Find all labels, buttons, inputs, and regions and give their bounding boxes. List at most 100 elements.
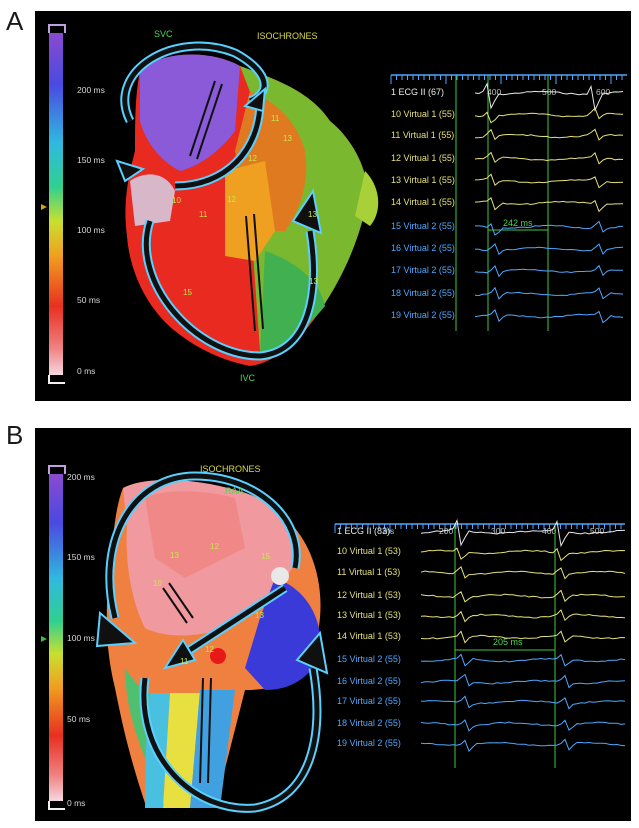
channel-label: 12 Virtual 1 (53) [337, 590, 401, 600]
channel-label: 17 Virtual 2 (55) [337, 696, 401, 706]
site-label: 10 [153, 579, 162, 588]
egm-trace [474, 243, 624, 256]
channel-label: 13 Virtual 1 (55) [391, 175, 455, 185]
color-scale-bar [49, 33, 63, 375]
egm-trace [420, 673, 626, 689]
egm-trace [474, 107, 624, 124]
egm-trace [420, 695, 626, 710]
ivc-label: IVC [240, 373, 256, 383]
isochrones-title: ISOCHRONES [200, 464, 261, 474]
scale-label-50: 50 ms [77, 295, 100, 305]
egm-trace [474, 286, 624, 300]
axis-tick-400: 400 [487, 87, 501, 97]
site-label: 12 [210, 542, 219, 551]
egm-trace [474, 264, 624, 278]
egm-trace [474, 308, 624, 324]
site-label: 12 [205, 645, 214, 654]
egm-trace [420, 566, 626, 580]
axis-tick-300: 300 [491, 526, 505, 536]
egm-trace [474, 128, 624, 141]
scale-marker-icon [41, 636, 47, 642]
egm-trace [474, 173, 624, 189]
svc-label: SVC [154, 29, 173, 39]
channel-label: 10 Virtual 1 (55) [391, 109, 455, 119]
scale-cap-top [48, 24, 66, 33]
scale-label-100: 100 ms [77, 225, 105, 235]
channel-label: 12 Virtual 1 (55) [391, 153, 455, 163]
scale-cap-bottom [48, 375, 65, 384]
site-label: 13 [170, 551, 179, 560]
channel-labels: 1 ECG II (83) 10 Virtual 1 (53) 11 Virtu… [337, 526, 401, 748]
channel-label: 19 Virtual 2 (55) [391, 310, 455, 320]
panel-b-canvas: 200 ms 150 ms 100 ms 50 ms 0 ms [41, 464, 626, 813]
heart-map-b [106, 479, 321, 808]
scale-label-150: 150 ms [67, 552, 95, 562]
egm-traces [474, 82, 624, 324]
channel-label: 18 Virtual 2 (55) [337, 718, 401, 728]
site-label: 15 [261, 552, 270, 561]
channel-label: 15 Virtual 2 (55) [337, 654, 401, 664]
panel-a-letter: A [6, 6, 24, 36]
axis-tick-500: 500 [590, 526, 604, 536]
site-label: 13 [283, 134, 292, 143]
panel-a-canvas: 200 ms 150 ms 100 ms 50 ms 0 ms [41, 24, 627, 384]
panel-a: 200 ms 150 ms 100 ms 50 ms 0 ms [35, 11, 631, 401]
site-label: 12 [248, 154, 257, 163]
egm-trace [420, 609, 626, 623]
egm-trace [474, 82, 624, 112]
time-axis-ticks [390, 75, 623, 84]
measurement-label: 205 ms [493, 637, 523, 647]
channel-label: 13 Virtual 1 (53) [337, 610, 401, 620]
scale-cap-top [48, 465, 66, 474]
channel-label: 15 Virtual 2 (55) [391, 221, 455, 231]
site-label: 15 [183, 288, 192, 297]
scale-label-150: 150 ms [77, 155, 105, 165]
site-label: 13 [255, 611, 264, 620]
site-label: 10 [172, 196, 181, 205]
egm-trace [420, 630, 626, 644]
activation-arrows-a [115, 41, 323, 361]
site-label: 11 [271, 114, 280, 123]
raa-label: RAA [225, 486, 244, 496]
scale-label-0: 0 ms [77, 366, 95, 376]
channel-label: 14 Virtual 1 (53) [337, 631, 401, 641]
scale-cap-bottom [48, 801, 65, 810]
site-label: 13 [309, 277, 318, 286]
egm-trace [474, 151, 624, 165]
scale-marker-icon [41, 204, 47, 210]
channel-label: 1 ECG II (67) [391, 87, 444, 97]
measurement-label: 242 ms [503, 218, 533, 228]
axis-tick-ms: ms [383, 526, 394, 536]
channel-label: 18 Virtual 2 (55) [391, 288, 455, 298]
egm-trace [474, 196, 624, 213]
site-label: 11 [180, 657, 189, 666]
channel-label: 10 Virtual 1 (53) [337, 546, 401, 556]
egm-trace [475, 220, 624, 236]
egm-traces [420, 518, 626, 753]
isochrones-title: ISOCHRONES [257, 31, 318, 41]
scale-label-200: 200 ms [67, 472, 95, 482]
channel-label: 1 ECG II (83) [337, 526, 390, 536]
egm-trace [420, 738, 626, 753]
egm-panel-a: 400 500 600 242 ms 1 ECG II (67) 10 Virt… [390, 74, 627, 331]
site-label: 12 [227, 195, 236, 204]
activation-arrows-b [95, 471, 329, 813]
color-scale-bar [49, 474, 63, 801]
egm-panel-b: ms 200 300 400 500 205 ms 1 ECG II (83) … [334, 518, 626, 768]
scale-label-0: 0 ms [67, 798, 85, 808]
panel-b-letter: B [6, 420, 24, 450]
site-label: 11 [199, 210, 208, 219]
scale-label-100: 100 ms [67, 633, 95, 643]
egm-trace [420, 653, 626, 667]
egm-trace [420, 589, 625, 603]
site-label: 13 [308, 210, 317, 219]
channel-label: 16 Virtual 2 (55) [391, 243, 455, 253]
channel-label: 17 Virtual 2 (55) [391, 265, 455, 275]
panel-b: 200 ms 150 ms 100 ms 50 ms 0 ms [35, 428, 631, 821]
heart-map-a [125, 54, 379, 367]
axis-tick-200: 200 [439, 526, 453, 536]
axis-tick-600: 600 [596, 87, 610, 97]
scale-label-50: 50 ms [67, 714, 90, 724]
channel-labels: 1 ECG II (67) 10 Virtual 1 (55) 11 Virtu… [391, 87, 455, 320]
egm-trace [420, 547, 626, 562]
